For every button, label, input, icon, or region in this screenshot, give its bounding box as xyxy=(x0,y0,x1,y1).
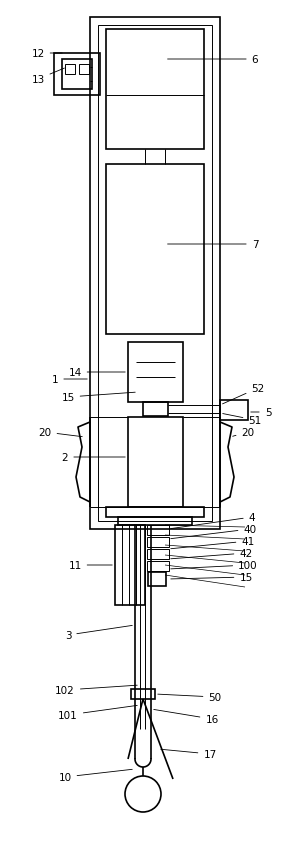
Bar xyxy=(148,573,166,586)
Text: 42: 42 xyxy=(171,549,253,559)
Text: 50: 50 xyxy=(158,692,222,702)
Text: 14: 14 xyxy=(69,367,125,377)
Bar xyxy=(62,60,92,90)
Text: 12: 12 xyxy=(31,49,62,59)
Text: 4: 4 xyxy=(171,512,255,529)
Text: 10: 10 xyxy=(59,769,132,782)
Text: 16: 16 xyxy=(154,710,219,724)
Bar xyxy=(65,65,75,75)
Text: 40: 40 xyxy=(171,524,257,539)
Text: 51: 51 xyxy=(223,414,262,425)
Bar xyxy=(147,561,169,572)
Text: 20: 20 xyxy=(233,428,255,437)
Text: 100: 100 xyxy=(171,561,258,570)
Bar xyxy=(131,689,155,699)
Bar xyxy=(106,30,204,150)
Bar xyxy=(54,54,100,96)
Bar xyxy=(79,65,89,75)
Bar xyxy=(90,18,220,529)
Text: 11: 11 xyxy=(69,561,112,570)
Text: 6: 6 xyxy=(168,55,258,65)
Bar xyxy=(106,508,204,517)
Bar xyxy=(147,526,169,535)
Bar xyxy=(147,538,169,547)
Text: 15: 15 xyxy=(171,573,253,582)
Bar xyxy=(147,550,169,560)
Text: 41: 41 xyxy=(171,537,255,549)
Text: 5: 5 xyxy=(251,407,271,417)
Text: 7: 7 xyxy=(168,239,258,250)
Bar xyxy=(98,26,212,521)
Text: 102: 102 xyxy=(55,685,137,695)
Text: 17: 17 xyxy=(161,749,217,759)
Text: 3: 3 xyxy=(65,625,132,640)
Bar xyxy=(118,517,192,526)
Bar xyxy=(106,164,204,335)
Bar xyxy=(143,402,168,417)
Text: 101: 101 xyxy=(58,705,137,720)
Text: 20: 20 xyxy=(39,428,82,437)
Text: 15: 15 xyxy=(61,393,135,402)
Bar xyxy=(128,417,183,508)
Bar xyxy=(220,400,248,421)
Text: 13: 13 xyxy=(31,69,64,85)
Bar xyxy=(115,526,145,605)
Text: 2: 2 xyxy=(62,452,125,463)
Text: 1: 1 xyxy=(52,375,87,384)
Text: 52: 52 xyxy=(223,383,265,405)
Bar xyxy=(128,343,183,402)
